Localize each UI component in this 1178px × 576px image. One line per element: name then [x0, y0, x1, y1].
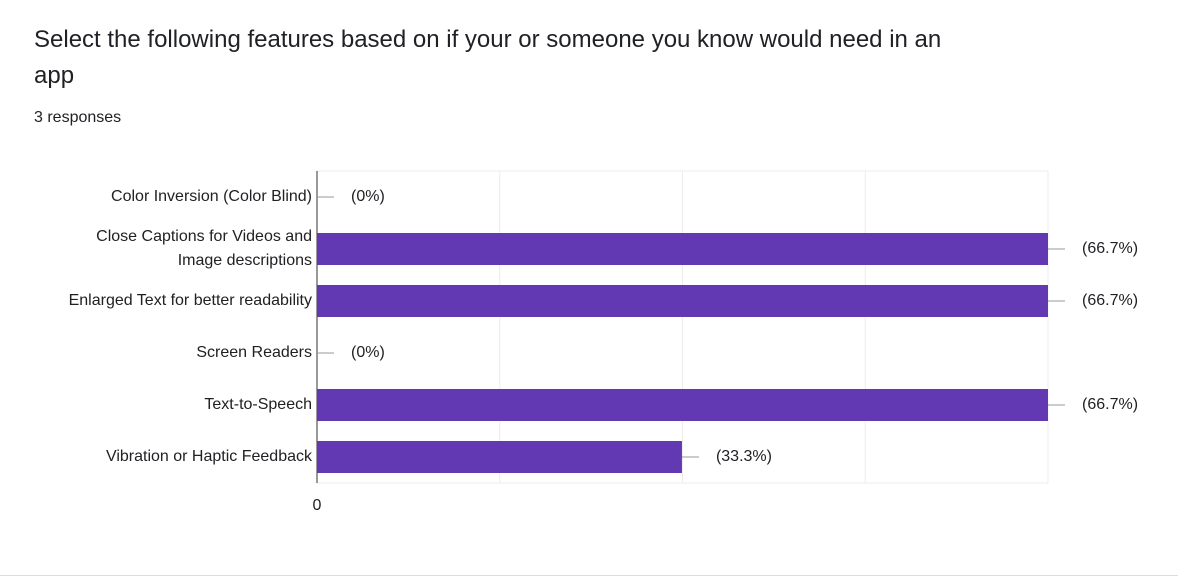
category-label: Screen Readers: [196, 344, 312, 361]
category-label: Text-to-Speech: [204, 396, 312, 413]
data-label: (33.3%): [716, 448, 772, 465]
data-label: (66.7%): [1082, 396, 1138, 413]
data-label: (66.7%): [1082, 240, 1138, 257]
response-count: 3 responses: [34, 109, 122, 126]
bar: [317, 389, 1048, 421]
category-label: Close Captions for Videos and Image desc…: [96, 228, 312, 269]
data-label: (0%): [351, 188, 385, 205]
data-label: (0%): [351, 344, 385, 361]
data-label: (66.7%): [1082, 292, 1138, 309]
category-label: Vibration or Haptic Feedback: [105, 448, 312, 465]
chart-title: Select the following features based on i…: [34, 26, 942, 89]
category-label: Color Inversion (Color Blind): [111, 188, 312, 205]
category-label: Enlarged Text for better readability: [68, 292, 312, 309]
x-tick-label: 0: [313, 497, 322, 514]
bar: [317, 441, 682, 473]
bar: [317, 233, 1048, 265]
bar: [317, 285, 1048, 317]
